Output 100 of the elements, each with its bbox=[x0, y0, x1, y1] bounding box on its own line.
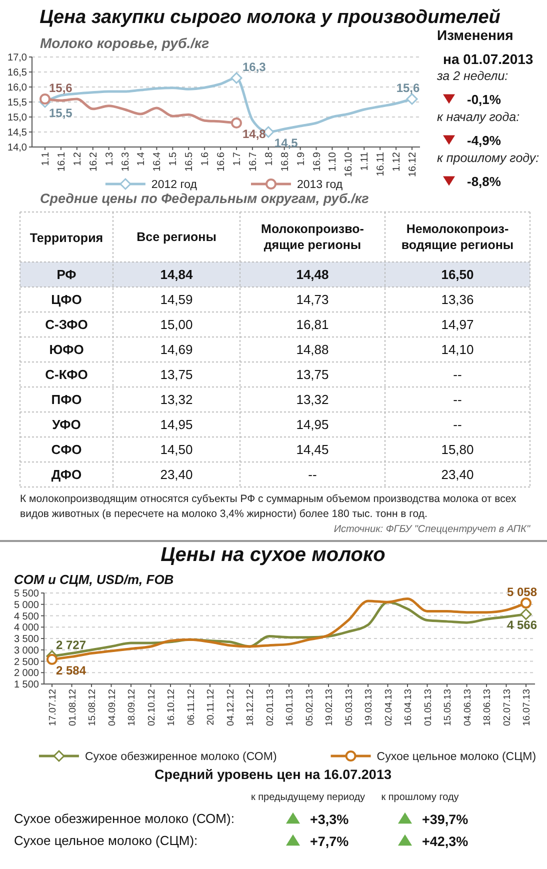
y-tick-label: 16,0 bbox=[8, 82, 28, 94]
x-tick-label: 1.2 bbox=[72, 152, 84, 166]
y-tick-label: 1 500 bbox=[14, 680, 40, 690]
x-tick-label: 1.10 bbox=[328, 152, 339, 172]
text: 14,73 bbox=[296, 292, 329, 307]
x-tick-label: 1.7 bbox=[232, 152, 243, 166]
text: -- bbox=[453, 367, 462, 382]
x-tick-label: 1.9 bbox=[296, 152, 307, 166]
x-tick-label: 16.10 bbox=[344, 152, 355, 178]
x-tick-label: 17.07.12 bbox=[48, 689, 58, 726]
text: -0,1% bbox=[467, 92, 501, 107]
x-tick-label: 20.11.12 bbox=[206, 689, 216, 726]
chart-title: Цена закупки сырого молока у производителей bbox=[40, 7, 501, 28]
text: +7,7% bbox=[310, 834, 349, 849]
x-tick-label: 04.06.13 bbox=[462, 689, 474, 726]
data-label: 15,6 bbox=[49, 81, 73, 95]
text: Источник: ФГБУ "Спеццентручет в АПК" bbox=[334, 524, 530, 535]
y-tick-label: 3 000 bbox=[14, 645, 40, 656]
y-tick-label: 17,0 bbox=[8, 52, 28, 64]
data-label: 2 584 bbox=[56, 663, 86, 678]
x-tick-label: 16.04.13 bbox=[403, 689, 414, 726]
text: +39,7% bbox=[422, 812, 468, 827]
text: 14,88 bbox=[296, 342, 329, 357]
point bbox=[230, 118, 242, 128]
chart-subtitle: Молоко коровье, руб./кг bbox=[40, 35, 210, 51]
category-label: Все регионы bbox=[136, 230, 216, 244]
category-label: Молокопроизво-дящие регионы bbox=[261, 222, 364, 252]
x-tick-label: 16.07.13 bbox=[522, 689, 532, 726]
x-tick-label: 19.02.13 bbox=[324, 689, 335, 726]
x-tick-label: 16.6 bbox=[216, 152, 228, 172]
text: Средние цены по Федеральным округам, руб./кг bbox=[40, 191, 369, 206]
data-label: 14,5 bbox=[274, 136, 298, 150]
text: К молокопроизводящим относятся субъекты РФ с суммарным объемом производства молока от всех видов животных (в пересчете на молоко 3,4% жирности) более 180 тыс. тонн в год. bbox=[20, 493, 517, 520]
category-label: к прошлому году: bbox=[437, 151, 540, 165]
x-tick-label: 15.05.13 bbox=[442, 689, 454, 726]
x-tick-label: 16.4 bbox=[152, 152, 164, 172]
x-tick-label: 18.09.12 bbox=[126, 689, 138, 726]
text: +3,3% bbox=[310, 812, 349, 827]
data-label: 5 058 bbox=[506, 585, 538, 600]
x-tick-label: 16.11 bbox=[376, 152, 387, 176]
text: -- bbox=[453, 417, 462, 432]
x-tick-label: 15.08.12 bbox=[87, 689, 98, 726]
x-tick-label: 16.01.13 bbox=[284, 689, 296, 726]
text: Изменения bbox=[437, 27, 514, 43]
x-tick-label: 1.3 bbox=[104, 152, 116, 166]
text: 14,10 bbox=[441, 342, 474, 357]
category-label: РФ bbox=[56, 267, 76, 282]
text: 14,69 bbox=[160, 342, 193, 357]
x-tick-label: 04.12.12 bbox=[225, 689, 236, 726]
text: 14,95 bbox=[160, 417, 193, 432]
data-label: 4 566 bbox=[506, 618, 538, 632]
point bbox=[406, 93, 418, 105]
chart-subtitle: СОМ и СЦМ, USD/m, FOB bbox=[14, 572, 174, 587]
text: -- bbox=[308, 467, 317, 482]
text: 14,95 bbox=[296, 417, 329, 432]
text: 14,45 bbox=[296, 442, 329, 457]
text: 16,81 bbox=[296, 317, 329, 332]
text: Средний уровень цен на 16.07.2013 bbox=[154, 767, 392, 782]
y-tick-label: 14,0 bbox=[8, 142, 28, 154]
legend-label: Сухое обезжиренное молоко (СОМ) bbox=[84, 751, 277, 763]
x-tick-label: 1.6 bbox=[200, 152, 212, 166]
y-tick-label: 16,5 bbox=[8, 68, 28, 78]
text: 13,32 bbox=[296, 392, 329, 407]
category-label: Сухое цельное молоко (СЦМ): bbox=[14, 833, 198, 848]
legend-label: 2013 год bbox=[297, 179, 343, 191]
data-label: 14,8 bbox=[242, 127, 266, 141]
text: -- bbox=[453, 392, 462, 407]
x-tick-label: 1.8 bbox=[264, 152, 275, 166]
y-tick-label: 15,5 bbox=[8, 98, 28, 108]
text: +42,3% bbox=[422, 834, 468, 849]
category-label: Немолокопроиз-водящие регионы bbox=[401, 222, 514, 252]
text: 23,40 bbox=[441, 467, 474, 482]
legend-label: 2012 год bbox=[151, 179, 198, 191]
x-tick-label: 16.1 bbox=[56, 152, 68, 172]
category-label: УФО bbox=[52, 417, 81, 432]
data-label: 15,6 bbox=[396, 81, 420, 95]
x-tick-label: 16.12 bbox=[408, 152, 418, 178]
y-tick-label: 15,0 bbox=[8, 112, 28, 124]
y-tick-label: 2 000 bbox=[14, 668, 40, 680]
x-tick-label: 16.10.12 bbox=[166, 689, 177, 726]
text: 14,59 bbox=[160, 292, 193, 307]
y-tick-label: 2 500 bbox=[14, 656, 40, 668]
x-tick-label: 06.11.12 bbox=[186, 689, 197, 726]
category-label: за 2 недели: bbox=[437, 69, 508, 83]
text: на 01.07.2013 bbox=[443, 51, 534, 67]
text: 13,75 bbox=[160, 367, 193, 382]
point bbox=[230, 72, 242, 84]
x-tick-label: 1.1 bbox=[40, 152, 52, 166]
x-tick-label: 01.08.12 bbox=[67, 689, 78, 726]
category-label: к предыдущему периоду bbox=[250, 792, 366, 803]
x-tick-label: 1.12 bbox=[392, 152, 403, 172]
x-tick-label: 02.01.13 bbox=[264, 689, 276, 726]
x-tick-label: 1.5 bbox=[168, 152, 180, 166]
text: 23,40 bbox=[160, 467, 193, 482]
text: -4,9% bbox=[467, 133, 501, 148]
y-tick-label: 5 000 bbox=[14, 600, 40, 611]
category-label: ПФО bbox=[51, 392, 82, 407]
text: 13,75 bbox=[296, 367, 329, 382]
x-tick-label: 18.06.13 bbox=[482, 689, 493, 726]
y-tick-label: 4 000 bbox=[14, 622, 40, 634]
